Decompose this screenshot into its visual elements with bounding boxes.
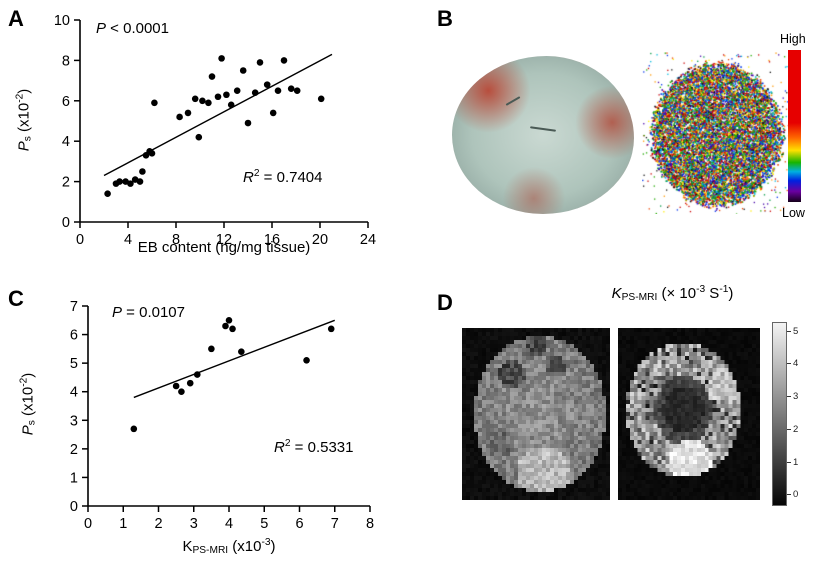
figure-canvas: A 0 4 8 12 16 20 24 0 2 4 6 8 10 P < 0.0001 R2 = 0.7… <box>0 0 814 570</box>
svg-text:1: 1 <box>119 516 127 532</box>
svg-text:2: 2 <box>62 175 70 191</box>
colorbar-tick: 5 <box>787 326 798 336</box>
panel-b-label: B <box>437 6 453 32</box>
svg-text:3: 3 <box>70 413 78 429</box>
svg-text:8: 8 <box>62 53 70 69</box>
panel-a-pvalue: P < 0.0001 <box>96 20 169 37</box>
svg-text:8: 8 <box>366 516 374 532</box>
mri-image-left <box>462 328 610 500</box>
svg-text:4: 4 <box>225 516 233 532</box>
colorbar-high-label: High <box>780 32 806 46</box>
svg-text:2: 2 <box>70 442 78 458</box>
panel-a-y-axis-label: Ps (x10-2) <box>15 89 34 152</box>
colorbar-tick: 2 <box>787 424 798 434</box>
svg-text:6: 6 <box>70 328 78 344</box>
colorbar-tick: 0 <box>787 490 798 500</box>
svg-text:4: 4 <box>70 385 78 401</box>
mri-image-right <box>618 328 760 500</box>
colorbar-tick: 3 <box>787 392 798 402</box>
panel-c-label: C <box>8 286 24 312</box>
panel-c-pvalue: P = 0.0107 <box>112 304 185 321</box>
panel-a-scatter-plot: 0 4 8 12 16 20 240246810 <box>30 6 382 268</box>
tissue-slice-photo <box>452 56 634 214</box>
colorbar-tick: 1 <box>787 457 798 467</box>
svg-text:6: 6 <box>62 94 70 110</box>
panel-a-rsquared: R2 = 0.7404 <box>243 168 323 186</box>
svg-text:7: 7 <box>70 299 78 315</box>
panel-c-rsquared: R2 = 0.5331 <box>274 438 354 456</box>
svg-text:2: 2 <box>154 516 162 532</box>
panel-a-x-axis-label: EB content (ng/mg tissue) <box>80 239 368 256</box>
svg-text:5: 5 <box>260 516 268 532</box>
svg-text:10: 10 <box>54 13 70 29</box>
svg-text:6: 6 <box>295 516 303 532</box>
svg-text:0: 0 <box>84 516 92 532</box>
svg-text:1: 1 <box>70 470 78 486</box>
colorbar-tick: 4 <box>787 359 798 369</box>
panel-c-scatter-plot: 0 1 2 3 4 5 6 7 8 0 1 2 3 4 5 6 7 <box>36 292 388 554</box>
svg-text:5: 5 <box>70 356 78 372</box>
panel-d-title: KPS-MRI (× 10-3 S-1) <box>535 284 810 303</box>
panel-a-label: A <box>8 6 24 32</box>
svg-text:0: 0 <box>70 499 78 515</box>
svg-text:3: 3 <box>190 516 198 532</box>
svg-text:4: 4 <box>62 134 70 150</box>
panel-c-y-axis-label: Ps (x10-2) <box>19 373 38 436</box>
eb-fluorescence-pixel-map <box>642 52 790 214</box>
grayscale-colorbar <box>772 322 787 506</box>
svg-text:0: 0 <box>62 215 70 231</box>
grayscale-colorbar-ticks: 5 4 3 2 1 0 <box>787 326 798 500</box>
colorbar-low-label: Low <box>782 206 805 220</box>
panel-c-x-axis-label: KPS-MRI (x10-3) <box>88 537 370 556</box>
rainbow-colorbar <box>788 50 801 202</box>
svg-text:7: 7 <box>331 516 339 532</box>
panel-d-label: D <box>437 290 453 316</box>
